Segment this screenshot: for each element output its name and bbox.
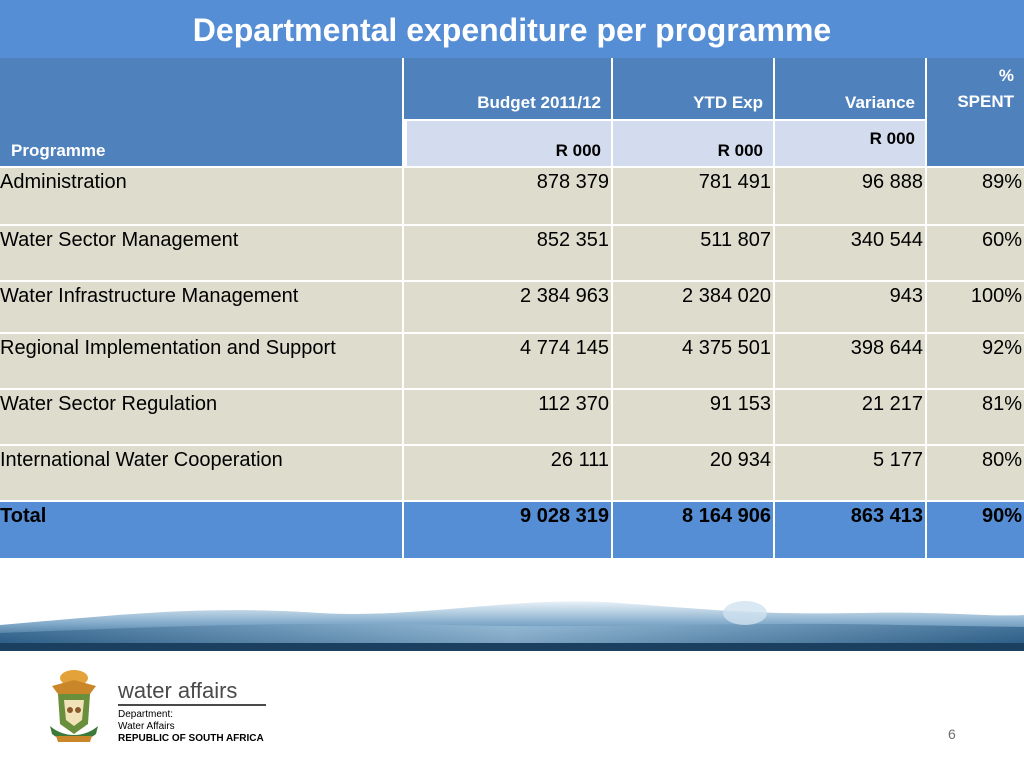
dept-line3: REPUBLIC OF SOUTH AFRICA xyxy=(118,733,264,744)
header-budget: Budget 2011/12 xyxy=(404,58,611,119)
header-pct-line1: % xyxy=(998,66,1014,85)
cell-pct: 80% xyxy=(927,446,1024,500)
cell-ytd: 781 491 xyxy=(613,168,773,224)
water-wave-image xyxy=(0,601,1024,651)
cell-budget: 4 774 145 xyxy=(404,334,611,388)
brand-divider xyxy=(118,704,266,706)
unit-variance: R 000 xyxy=(775,121,925,166)
cell-ytd: 20 934 xyxy=(613,446,773,500)
slide-title: Departmental expenditure per programme xyxy=(0,0,1024,58)
unit-ytd: R 000 xyxy=(613,121,773,166)
cell-variance: 340 544 xyxy=(775,226,925,280)
cell-variance: 398 644 xyxy=(775,334,925,388)
cell-programme: Water Infrastructure Management xyxy=(0,282,402,332)
header-variance: Variance xyxy=(775,58,925,119)
cell-pct: 100% xyxy=(927,282,1024,332)
header-programme: Programme xyxy=(0,58,402,166)
cell-ytd: 2 384 020 xyxy=(613,282,773,332)
header-variance-label: Variance xyxy=(845,93,915,112)
dept-line2: Water Affairs xyxy=(118,721,175,732)
cell-ytd: 4 375 501 xyxy=(613,334,773,388)
cell-variance: 943 xyxy=(775,282,925,332)
header-ytd-label: YTD Exp xyxy=(693,93,763,112)
unit-variance-label: R 000 xyxy=(869,129,915,148)
cell-budget: 112 370 xyxy=(404,390,611,444)
unit-ytd-label: R 000 xyxy=(717,141,763,160)
cell-ytd: 91 153 xyxy=(613,390,773,444)
dept-line1: Department: xyxy=(118,709,174,720)
header-programme-label: Programme xyxy=(11,141,106,160)
cell-variance: 5 177 xyxy=(775,446,925,500)
cell-variance: 21 217 xyxy=(775,390,925,444)
header-pct-spent: % SPENT xyxy=(927,58,1024,166)
page-number: 6 xyxy=(948,726,956,742)
total-programme: Total xyxy=(0,502,402,558)
unit-budget-label: R 000 xyxy=(555,141,601,160)
header-ytd: YTD Exp xyxy=(613,58,773,119)
header-pct-line2: SPENT xyxy=(957,92,1014,111)
cell-pct: 81% xyxy=(927,390,1024,444)
cell-pct: 89% xyxy=(927,168,1024,224)
total-pct: 90% xyxy=(927,502,1024,558)
cell-ytd: 511 807 xyxy=(613,226,773,280)
department-block: Department: Water Affairs REPUBLIC OF SO… xyxy=(118,709,264,745)
cell-programme: Administration xyxy=(0,168,402,224)
header-budget-label: Budget 2011/12 xyxy=(477,93,601,112)
unit-budget: R 000 xyxy=(404,121,611,166)
cell-pct: 92% xyxy=(927,334,1024,388)
total-budget: 9 028 319 xyxy=(404,502,611,558)
cell-pct: 60% xyxy=(927,226,1024,280)
total-variance: 863 413 xyxy=(775,502,925,558)
cell-programme: International Water Cooperation xyxy=(0,446,402,500)
cell-programme: Regional Implementation and Support xyxy=(0,334,402,388)
cell-budget: 2 384 963 xyxy=(404,282,611,332)
cell-programme: Water Sector Regulation xyxy=(0,390,402,444)
total-ytd: 8 164 906 xyxy=(613,502,773,558)
cell-budget: 878 379 xyxy=(404,168,611,224)
brand-name: water affairs xyxy=(118,678,238,703)
cell-programme: Water Sector Management xyxy=(0,226,402,280)
cell-budget: 852 351 xyxy=(404,226,611,280)
cell-budget: 26 111 xyxy=(404,446,611,500)
cell-variance: 96 888 xyxy=(775,168,925,224)
coat-of-arms-logo xyxy=(50,670,98,742)
